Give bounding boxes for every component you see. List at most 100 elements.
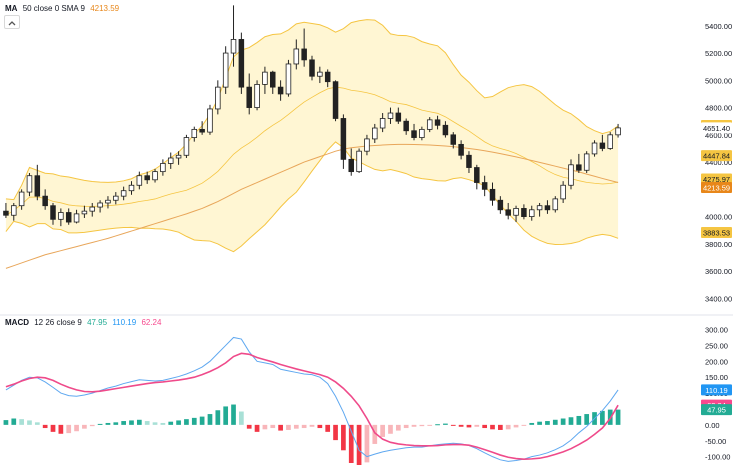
- price-label-bg: [701, 173, 732, 185]
- macd-histogram-bar: [411, 424, 417, 427]
- macd-histogram-bar: [403, 424, 409, 429]
- candle: [254, 84, 260, 108]
- candle: [160, 163, 166, 173]
- candle: [591, 142, 598, 155]
- candle: [222, 52, 229, 88]
- macd-histogram-bar: [66, 424, 72, 434]
- price-labels: 4668.414651.404447.844275.974213.593883.…: [701, 120, 732, 416]
- macd-histogram-bar: [191, 417, 197, 425]
- macd-histogram-bar: [293, 424, 299, 429]
- macd-histogram-bar: [50, 424, 56, 432]
- macd-histogram-bar: [419, 424, 425, 427]
- macd-histogram-bar: [380, 424, 385, 437]
- macd-histogram-bar: [105, 422, 111, 425]
- candle: [128, 184, 135, 192]
- candle: [505, 209, 511, 216]
- macd-histogram-bar: [576, 415, 582, 425]
- macd-legend-signal-value: 110.19: [112, 318, 137, 327]
- macd-axis-tick-label: -50.00: [705, 437, 726, 446]
- candle: [607, 134, 613, 149]
- bollinger-upper-line: [5, 19, 619, 201]
- candle: [175, 154, 182, 159]
- candle: [387, 112, 394, 119]
- candle: [450, 134, 457, 145]
- candle: [419, 128, 425, 138]
- macd-histogram-bar: [545, 421, 550, 425]
- macd-histogram-bar: [97, 423, 103, 425]
- macd-histogram-bar: [121, 421, 126, 425]
- macd-histogram-bar: [207, 414, 213, 425]
- candle: [50, 205, 56, 220]
- candle: [293, 48, 300, 65]
- candle: [3, 210, 9, 216]
- macd-value-label: 47.95: [707, 406, 726, 415]
- macd-lines: [5, 336, 619, 462]
- macd-histogram-bar: [160, 422, 166, 425]
- macd-histogram-bar: [458, 424, 464, 427]
- ma-legend[interactable]: MA 50 close 0 SMA 9 4213.59: [5, 4, 122, 13]
- candle: [528, 209, 535, 218]
- candle: [207, 108, 213, 133]
- candle: [89, 206, 96, 212]
- macd-legend[interactable]: MACD 12 26 close 9 47.95 110.19 62.24: [5, 318, 164, 327]
- candle: [34, 175, 41, 197]
- macd-histogram-bar: [317, 424, 323, 429]
- price-label-bg: [701, 122, 732, 134]
- candle: [11, 205, 17, 216]
- candle: [458, 143, 464, 156]
- macd-histogram-bar: [215, 410, 221, 425]
- candle: [497, 199, 504, 211]
- macd-histogram-bar: [129, 420, 134, 425]
- macd-legend-hist-value: 62.24: [141, 318, 162, 327]
- macd-histogram-bar: [254, 424, 260, 432]
- candle: [568, 164, 574, 186]
- price-axis-tick-label: 4600.00: [705, 131, 732, 140]
- candle: [615, 127, 621, 136]
- candle: [167, 157, 174, 164]
- candle: [583, 153, 590, 171]
- price-label: 4651.40: [703, 124, 730, 133]
- price-axis-tick-label: 5400.00: [705, 22, 732, 31]
- price-label: 3883.53: [703, 228, 730, 237]
- candle: [434, 119, 441, 126]
- candle: [536, 205, 543, 211]
- candle: [489, 188, 496, 201]
- macd-histogram-bar: [325, 424, 331, 432]
- macd-axis-tick-label: 250.00: [705, 341, 728, 350]
- candle: [277, 86, 284, 95]
- ma-legend-params: 50 close 0 SMA 9: [22, 4, 85, 13]
- candle: [81, 210, 88, 215]
- macd-value-label-bg: [701, 404, 732, 416]
- moving-average: [5, 143, 619, 269]
- candle: [481, 182, 488, 190]
- chevron-up-icon: [8, 21, 16, 26]
- macd-histogram-bar: [474, 424, 480, 427]
- macd-histogram-bar: [537, 421, 542, 425]
- macd-histogram-bar: [395, 424, 401, 431]
- candle: [521, 208, 527, 218]
- candle: [285, 63, 292, 95]
- candle: [513, 208, 519, 216]
- candle: [324, 71, 331, 83]
- macd-axis-tick-label: 300.00: [705, 326, 728, 335]
- macd-axis-tick-label: 150.00: [705, 373, 728, 382]
- macd-histogram-bar: [176, 420, 181, 425]
- candle: [599, 142, 606, 149]
- macd-histogram-bar: [600, 410, 605, 425]
- macd-histogram-bar: [152, 422, 158, 425]
- candle: [364, 138, 370, 152]
- macd-histogram-bar: [262, 424, 268, 430]
- macd-histogram-bar: [388, 424, 393, 434]
- candle: [426, 119, 433, 130]
- candle: [379, 118, 386, 129]
- candle: [238, 39, 245, 88]
- price-axis-tick-label: 5200.00: [705, 49, 732, 58]
- macd-histogram-bar: [498, 424, 503, 430]
- candle: [348, 158, 354, 173]
- price-label: 4447.84: [703, 152, 730, 161]
- collapse-legend-button[interactable]: [4, 15, 20, 29]
- candle: [120, 190, 127, 197]
- macd-value-label: 110.19: [705, 386, 727, 395]
